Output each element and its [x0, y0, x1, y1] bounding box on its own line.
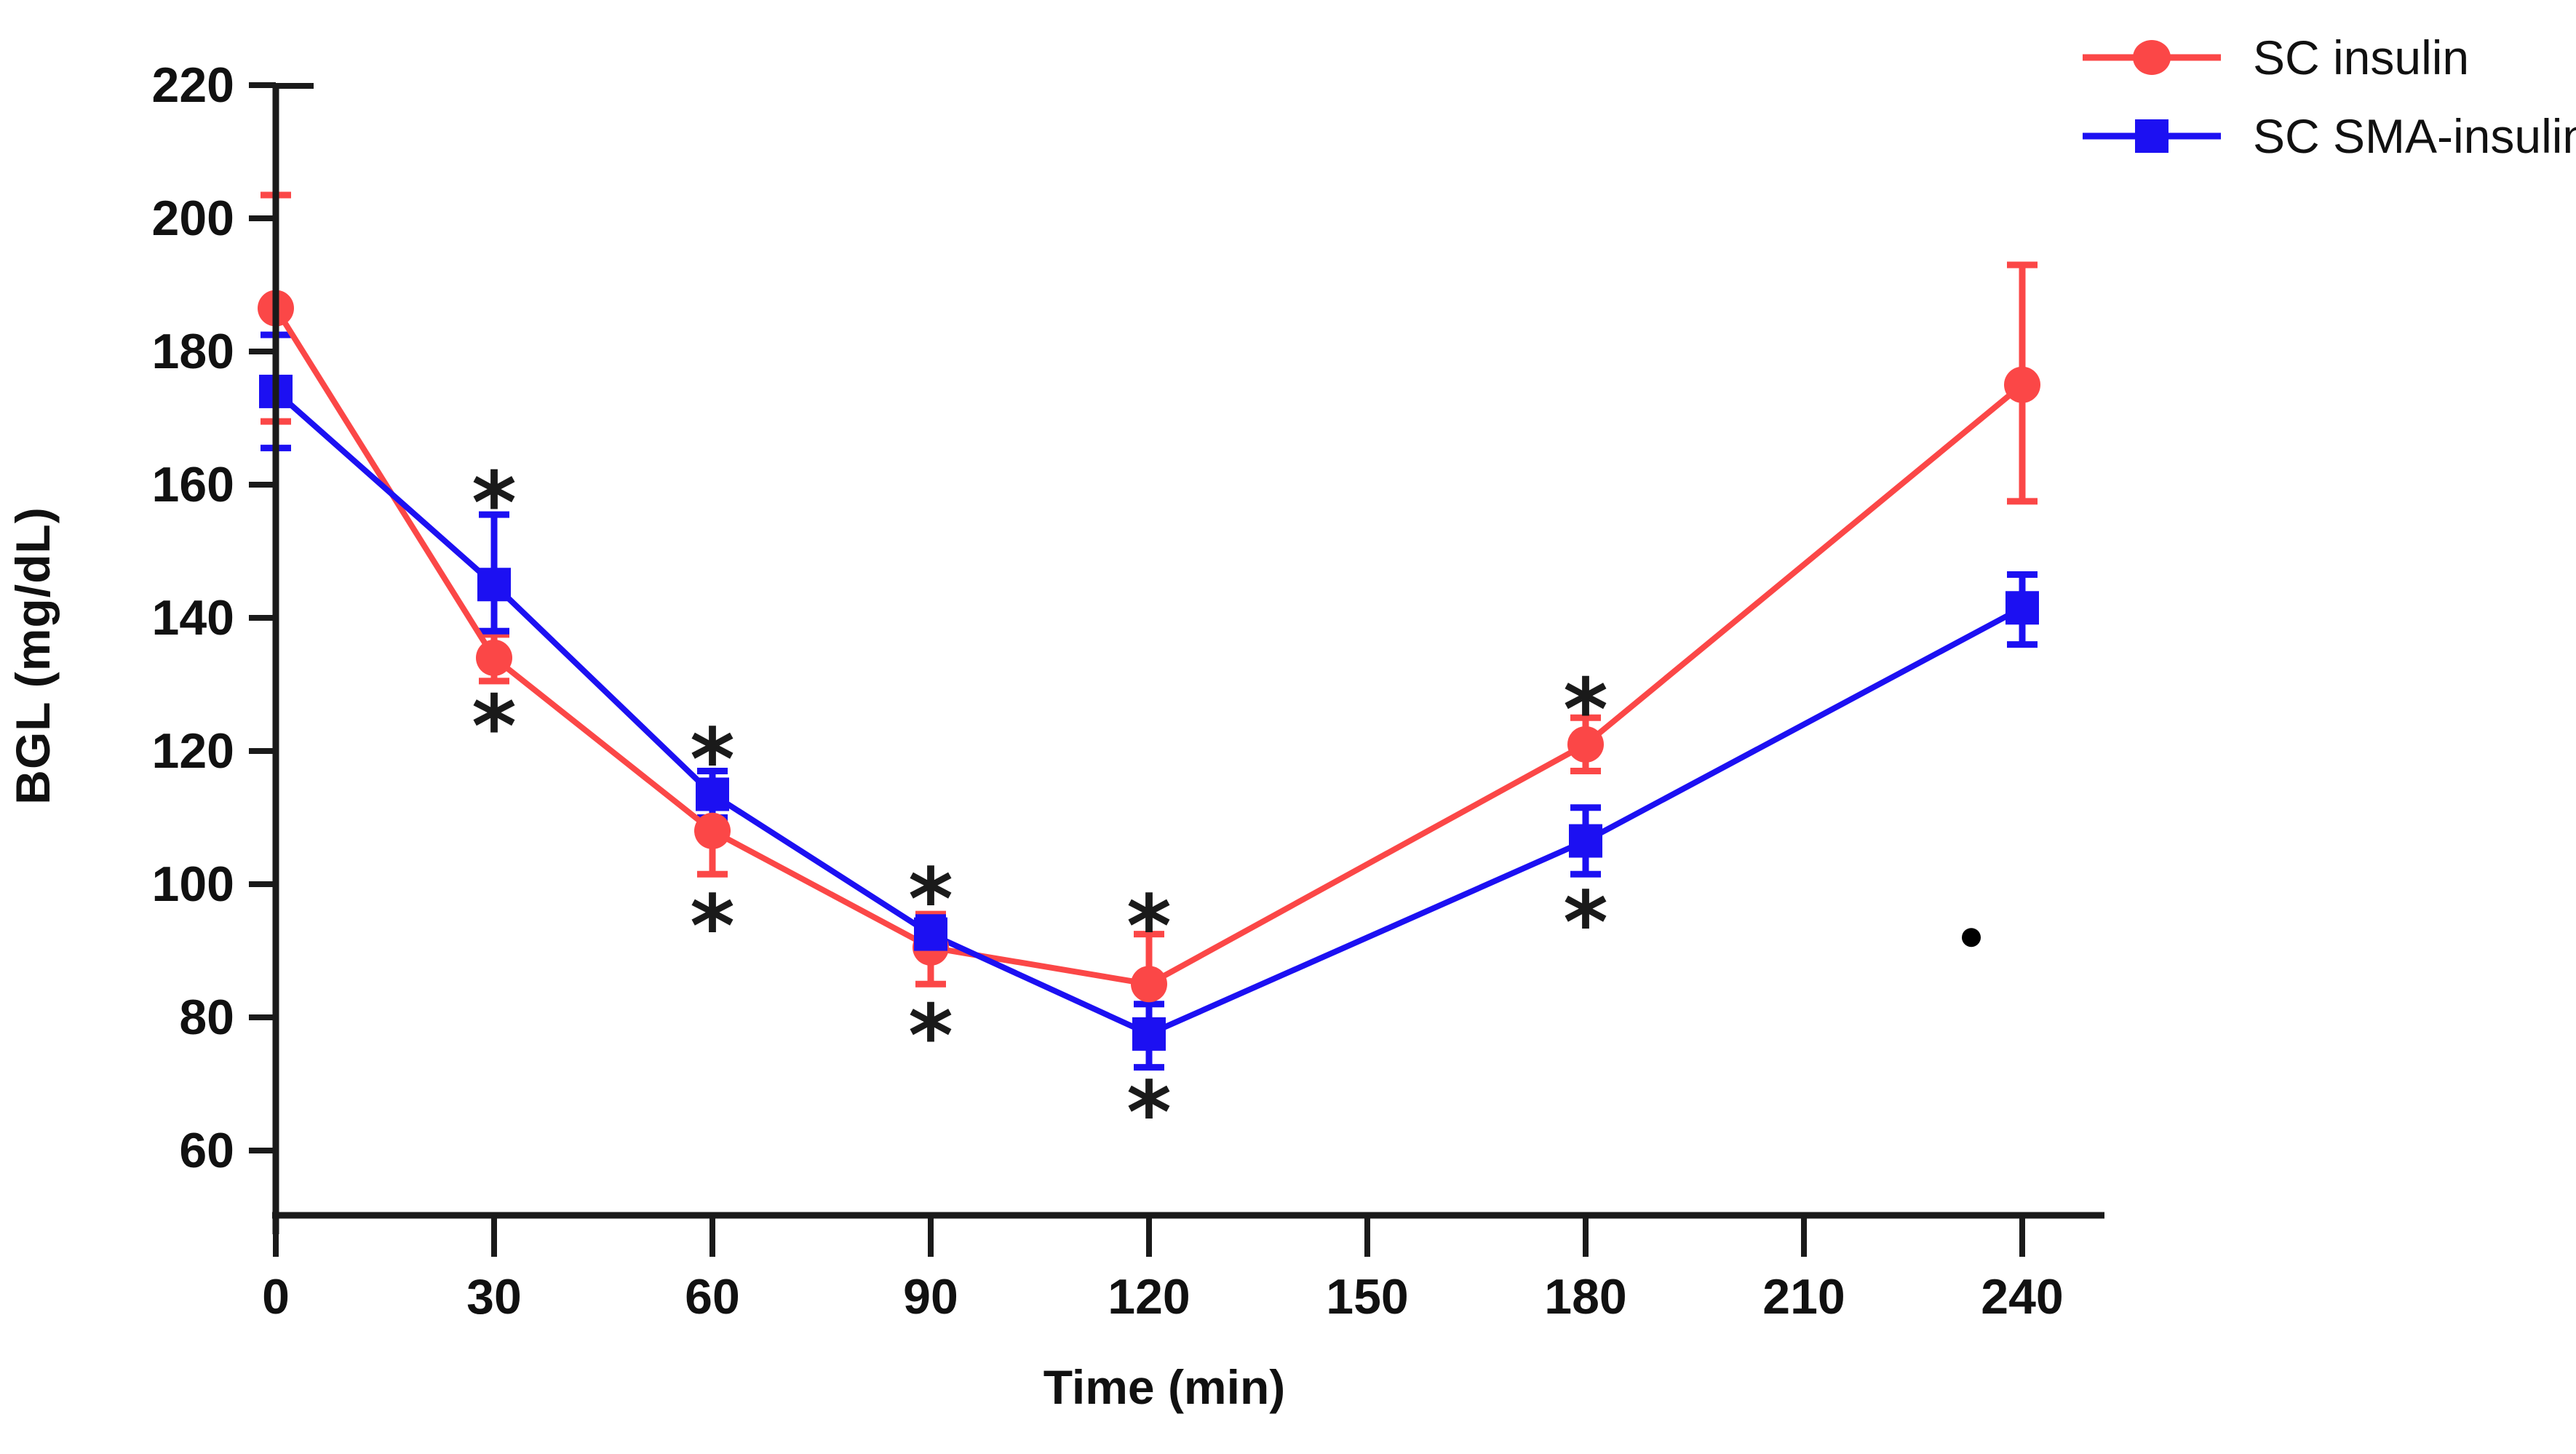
legend: SC insulin SC SMA-insulin	[2083, 29, 2576, 164]
x-tick-label: 150	[1326, 1269, 1408, 1324]
x-tick-label: 0	[262, 1269, 290, 1324]
data-point-square	[1132, 1017, 1166, 1051]
legend-item-sc-sma-insulin: SC SMA-insulin	[2083, 108, 2576, 164]
data-point-square	[914, 917, 947, 951]
y-axis-title: BGL (mg/dL)	[6, 506, 60, 805]
significance-asterisk: *	[690, 875, 735, 976]
data-point-square	[696, 777, 729, 811]
significance-asterisk: *	[472, 453, 517, 553]
significance-asterisk: *	[690, 710, 735, 810]
x-tick-label: 240	[1981, 1269, 2063, 1324]
axes-layer: 220 200 180 160 140 120 100 80 60 0 30 60 90 120 150 18…	[152, 57, 2104, 1324]
significance-asterisk: *	[1126, 1062, 1172, 1162]
data-point-circle	[1567, 726, 1604, 763]
y-tick-label: 200	[152, 191, 234, 246]
legend-swatch-blue	[2083, 108, 2221, 164]
significance-asterisk: *	[908, 849, 953, 950]
legend-square-marker-icon	[2135, 119, 2168, 153]
y-tick-label: 100	[152, 857, 234, 912]
y-tick-label: 80	[179, 990, 234, 1045]
data-point-square	[1569, 824, 1602, 858]
data-markers-layer	[258, 290, 2040, 1051]
significance-asterisk: *	[908, 985, 953, 1086]
x-tick-label: 180	[1544, 1269, 1626, 1324]
significance-asterisk: *	[1563, 873, 1608, 973]
y-tick-label: 180	[152, 324, 234, 379]
artifact-dot	[1962, 928, 1981, 948]
y-tick-label: 160	[152, 457, 234, 512]
x-tick-label: 90	[903, 1269, 958, 1324]
legend-swatch-red	[2083, 29, 2221, 86]
data-point-circle	[1131, 966, 1167, 1003]
y-tick-label: 220	[152, 57, 234, 113]
legend-label-sc-insulin: SC insulin	[2253, 31, 2470, 84]
x-tick-label: 30	[466, 1269, 522, 1324]
legend-item-sc-insulin: SC insulin	[2083, 29, 2576, 86]
data-point-circle	[2004, 366, 2040, 403]
x-axis-title: Time (min)	[1043, 1360, 1286, 1414]
y-tick-label: 60	[179, 1123, 234, 1178]
legend-circle-marker-icon	[2133, 40, 2171, 75]
x-tick-label: 60	[685, 1269, 740, 1324]
y-tick-label: 120	[152, 723, 234, 779]
data-point-square	[477, 568, 511, 602]
significance-asterisk: *	[472, 676, 517, 776]
data-point-circle	[694, 812, 731, 849]
x-tick-label: 120	[1108, 1269, 1190, 1324]
data-point-square	[2005, 591, 2039, 625]
x-tick-label: 210	[1762, 1269, 1845, 1324]
significance-asterisk: *	[1563, 659, 1608, 760]
y-tick-label: 140	[152, 590, 234, 645]
data-point-circle	[476, 639, 512, 676]
significance-asterisk: *	[1126, 875, 1172, 976]
annotations-layer: * * * * * * * * * *	[472, 453, 1981, 1162]
legend-label-sc-sma-insulin: SC SMA-insulin	[2253, 109, 2576, 163]
